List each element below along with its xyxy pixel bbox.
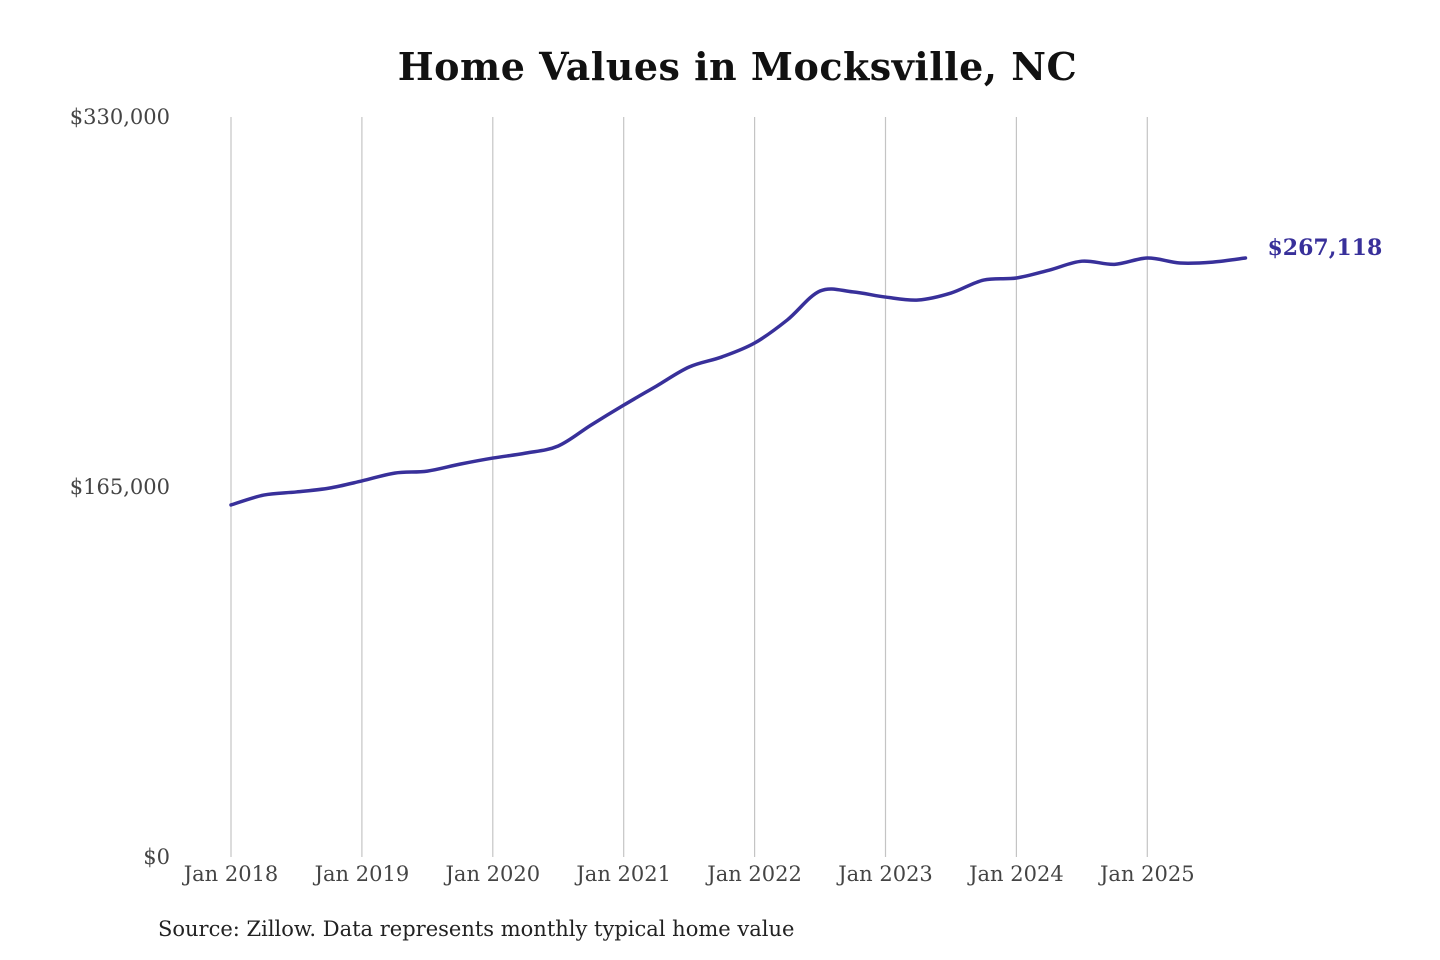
source-note: Source: Zillow. Data represents monthly … <box>158 917 795 941</box>
x-tick-label: Jan 2024 <box>967 862 1064 886</box>
end-value-label: $267,118 <box>1267 235 1382 261</box>
y-tick-label: $165,000 <box>70 475 170 499</box>
y-tick-label: $0 <box>143 845 170 869</box>
series-line <box>229 256 1248 507</box>
x-tick-label: Jan 2020 <box>444 862 541 886</box>
x-tick-label: Jan 2025 <box>1098 862 1195 886</box>
x-tick-label: Jan 2021 <box>574 862 671 886</box>
x-tick-label: Jan 2022 <box>705 862 802 886</box>
x-tick-label: Jan 2018 <box>182 862 279 886</box>
x-tick-label: Jan 2019 <box>313 862 410 886</box>
chart-title: Home Values in Mocksville, NC <box>397 44 1078 89</box>
y-tick-label: $330,000 <box>70 105 170 129</box>
x-tick-label: Jan 2023 <box>836 862 933 886</box>
